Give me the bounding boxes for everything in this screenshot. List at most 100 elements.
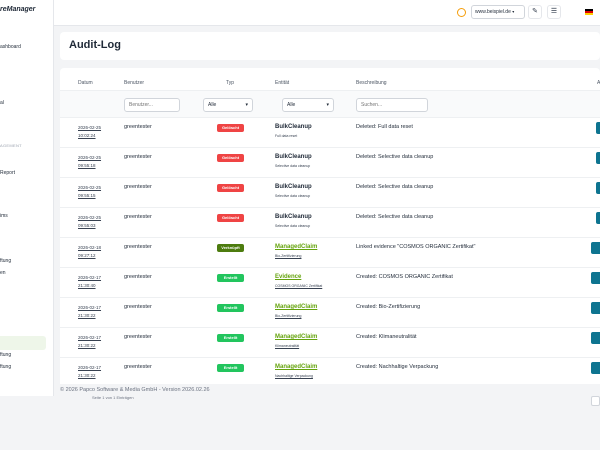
chevron-down-icon: ▾ <box>245 102 248 108</box>
table-row: 2026-02-25 09:55:18 greentester Gelöscht Bul… <box>60 148 600 178</box>
row-description: Deleted: Selective data cleanup <box>356 184 434 190</box>
row-entity[interactable]: ManagedClaim <box>275 304 318 310</box>
row-description: Linked evidence "COSMOS ORGANIC Zertifik… <box>356 244 476 250</box>
column-header-action: A <box>597 80 600 86</box>
view-details-button[interactable] <box>591 362 600 374</box>
view-details-button[interactable] <box>596 152 600 164</box>
sidebar-item[interactable]: ftung <box>0 352 12 358</box>
row-entity-subtitle: Selective data cleanup <box>275 224 311 228</box>
type-badge: Erstellt <box>217 334 244 342</box>
type-badge: Verknüpft <box>217 244 244 252</box>
type-badge: Gelöscht <box>217 154 244 162</box>
row-entity[interactable]: ManagedClaim <box>275 244 318 250</box>
table-row: 2026-02-25 10:02:24 greentester Gelöscht Bul… <box>60 118 600 148</box>
sidebar-item-dashboard[interactable]: ashboard <box>0 44 21 50</box>
chevron-down-icon: ▾ <box>512 9 515 14</box>
view-details-button[interactable] <box>591 302 600 314</box>
copyright-text: © 2026 Papco Software & Media GmbH - Ver… <box>60 387 210 393</box>
sidebar-item-claims[interactable]: ims <box>0 213 8 219</box>
type-badge: Erstellt <box>217 304 244 312</box>
table-row: 2026-02-17 21:30:22 greentester Erstellt Man… <box>60 328 600 358</box>
row-user: greentester <box>124 214 152 220</box>
sidebar-section-label: AGEMENT <box>0 143 22 148</box>
app-brand[interactable]: reManager <box>0 6 36 13</box>
german-flag-icon[interactable] <box>585 9 593 15</box>
entity-filter-select[interactable]: Alle ▾ <box>282 98 334 112</box>
view-details-button[interactable] <box>596 212 600 224</box>
row-entity-subtitle[interactable]: Bio-Zertifizierung <box>275 254 302 258</box>
sidebar-item[interactable]: en <box>0 270 6 276</box>
row-description: Created: Bio-Zertifizierung <box>356 304 421 310</box>
row-date[interactable]: 2026-02-17 21:30:22 <box>78 365 102 378</box>
table-row: 2026-02-17 21:30:40 greentester Erstellt Evi… <box>60 268 600 298</box>
type-badge: Gelöscht <box>217 214 244 222</box>
edit-icon[interactable]: ✎ <box>528 5 542 19</box>
search-input[interactable] <box>356 98 428 112</box>
row-date[interactable]: 2026-02-25 09:55:15 <box>78 185 102 198</box>
row-date[interactable]: 2026-02-17 21:30:22 <box>78 305 102 318</box>
sidebar-item[interactable]: al <box>0 100 4 106</box>
sidebar-item-active-highlight <box>0 336 46 350</box>
row-entity[interactable]: ManagedClaim <box>275 364 318 370</box>
column-header-entity[interactable]: Entität <box>275 80 290 86</box>
page-header: Audit-Log <box>60 32 600 60</box>
row-entity-subtitle: Selective data cleanup <box>275 194 311 198</box>
type-badge: Gelöscht <box>217 124 244 132</box>
site-select[interactable]: www.beispiel.de ▾ <box>471 5 525 19</box>
column-header-user[interactable]: Benutzer <box>124 80 145 86</box>
table-header: Datum Benutzer Typ Entität Beschreibung … <box>60 76 600 90</box>
row-entity-subtitle[interactable]: Klimaneutralität <box>275 344 300 348</box>
table-row: 2026-02-25 09:55:15 greentester Gelöscht Bul… <box>60 178 600 208</box>
view-details-button[interactable] <box>591 272 600 284</box>
row-entity-subtitle[interactable]: Bio-Zertifizierung <box>275 314 302 318</box>
sidebar-item[interactable]: ftung <box>0 258 12 264</box>
column-header-description[interactable]: Beschreibung <box>356 80 387 86</box>
view-details-button[interactable] <box>596 182 600 194</box>
row-user: greentester <box>124 364 152 370</box>
row-description: Created: Nachhaltige Verpackung <box>356 364 439 370</box>
view-details-button[interactable] <box>591 332 600 344</box>
sidebar: reManager ashboard al AGEMENT Report ims… <box>0 0 54 396</box>
row-entity: BulkCleanup <box>275 184 312 190</box>
chevron-down-icon: ▾ <box>326 102 329 108</box>
type-filter-value: Alle <box>208 102 217 108</box>
sidebar-item[interactable]: ftung <box>0 364 12 370</box>
row-entity-subtitle[interactable]: Nachhaltige Verpackung <box>275 374 313 378</box>
page-title: Audit-Log <box>69 39 121 51</box>
list-icon[interactable]: ☰ <box>547 5 561 19</box>
sidebar-item-report[interactable]: Report <box>0 170 16 176</box>
row-date[interactable]: 2026-02-17 21:30:40 <box>78 275 102 288</box>
footer-copyright: © 2026 Papco Software & Media GmbH - Ver… <box>60 384 600 396</box>
sun-icon[interactable] <box>457 8 466 17</box>
row-description: Deleted: Full data reset <box>356 124 413 130</box>
row-user: greentester <box>124 334 152 340</box>
row-description: Created: Klimaneutralität <box>356 334 417 340</box>
row-date[interactable]: 2026-02-25 10:02:24 <box>78 125 102 138</box>
row-entity-subtitle[interactable]: COSMOS ORGANIC Zertifikat <box>275 284 323 288</box>
view-details-button[interactable] <box>596 122 600 134</box>
row-user: greentester <box>124 244 152 250</box>
view-details-button[interactable] <box>591 242 600 254</box>
filter-row: Alle ▾ Alle ▾ <box>60 90 600 118</box>
row-user: greentester <box>124 154 152 160</box>
row-date[interactable]: 2026-02-17 21:30:22 <box>78 335 102 348</box>
table-row: 2026-02-17 21:30:22 greentester Erstellt Man… <box>60 298 600 328</box>
row-entity-subtitle: Full data reset <box>275 134 298 138</box>
row-entity-subtitle: Selective data cleanup <box>275 164 311 168</box>
row-user: greentester <box>124 184 152 190</box>
row-date[interactable]: 2026-02-25 09:55:18 <box>78 155 102 168</box>
type-filter-select[interactable]: Alle ▾ <box>203 98 253 112</box>
row-entity: BulkCleanup <box>275 214 312 220</box>
row-date[interactable]: 2026-02-25 09:55:03 <box>78 215 102 228</box>
row-entity[interactable]: Evidence <box>275 274 302 280</box>
type-badge: Erstellt <box>217 364 244 372</box>
column-header-type[interactable]: Typ <box>226 80 235 86</box>
site-select-value: www.beispiel.de <box>475 9 511 15</box>
type-badge: Erstellt <box>217 274 244 282</box>
user-filter-input[interactable] <box>124 98 180 112</box>
column-header-date[interactable]: Datum <box>78 80 93 86</box>
row-entity[interactable]: ManagedClaim <box>275 334 318 340</box>
pagination-button[interactable] <box>591 396 600 406</box>
row-date[interactable]: 2026-02-18 09:27:12 <box>78 245 102 258</box>
table-row: 2026-02-25 09:55:03 greentester Gelöscht Bul… <box>60 208 600 238</box>
